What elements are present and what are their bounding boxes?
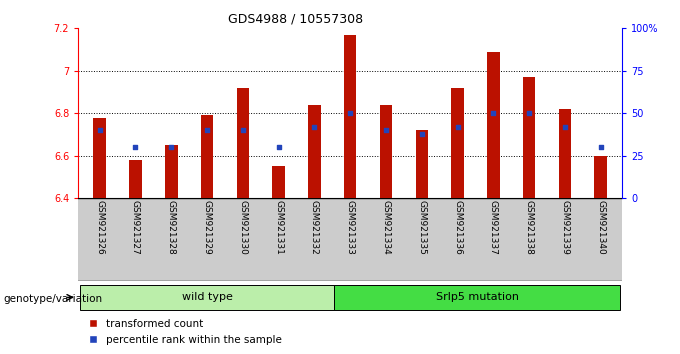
Bar	[308, 105, 321, 198]
Point	[595, 144, 606, 150]
Point	[524, 110, 534, 116]
Point	[237, 127, 248, 133]
Point	[95, 127, 105, 133]
Text: GSM921339: GSM921339	[560, 200, 569, 255]
Text: GSM921333: GSM921333	[345, 200, 355, 255]
Bar	[93, 118, 106, 198]
Point	[416, 131, 427, 137]
Text: wild type: wild type	[182, 292, 233, 302]
Text: GSM921330: GSM921330	[238, 200, 248, 255]
Title: GDS4988 / 10557308: GDS4988 / 10557308	[228, 13, 363, 26]
Bar	[273, 166, 285, 198]
Text: GSM921340: GSM921340	[596, 200, 605, 255]
Text: GSM921336: GSM921336	[453, 200, 462, 255]
Text: GSM921326: GSM921326	[95, 200, 104, 255]
Text: GSM921331: GSM921331	[274, 200, 283, 255]
Point	[309, 124, 320, 130]
Text: GSM921329: GSM921329	[203, 200, 211, 255]
Point	[201, 127, 212, 133]
Text: genotype/variation: genotype/variation	[3, 294, 103, 304]
Bar	[344, 35, 356, 198]
Bar	[415, 130, 428, 198]
Point	[273, 144, 284, 150]
Bar	[559, 109, 571, 198]
Legend: transformed count, percentile rank within the sample: transformed count, percentile rank withi…	[84, 315, 286, 349]
Text: GSM921327: GSM921327	[131, 200, 140, 255]
Point	[560, 124, 571, 130]
Bar	[201, 115, 214, 198]
Point	[345, 110, 356, 116]
Bar	[594, 156, 607, 198]
Bar	[237, 88, 249, 198]
Point	[452, 124, 463, 130]
Point	[381, 127, 392, 133]
Bar	[129, 160, 141, 198]
Bar	[452, 88, 464, 198]
Text: GSM921338: GSM921338	[525, 200, 534, 255]
Bar	[165, 145, 177, 198]
Bar	[334, 285, 620, 310]
Text: GSM921332: GSM921332	[310, 200, 319, 255]
Text: GSM921334: GSM921334	[381, 200, 390, 255]
Bar	[80, 285, 334, 310]
Point	[166, 144, 177, 150]
Point	[488, 110, 499, 116]
Point	[130, 144, 141, 150]
Text: Srlp5 mutation: Srlp5 mutation	[436, 292, 519, 302]
Bar	[379, 105, 392, 198]
Text: GSM921328: GSM921328	[167, 200, 175, 255]
Text: GSM921335: GSM921335	[418, 200, 426, 255]
Bar	[523, 77, 535, 198]
Text: GSM921337: GSM921337	[489, 200, 498, 255]
Bar	[487, 52, 500, 198]
